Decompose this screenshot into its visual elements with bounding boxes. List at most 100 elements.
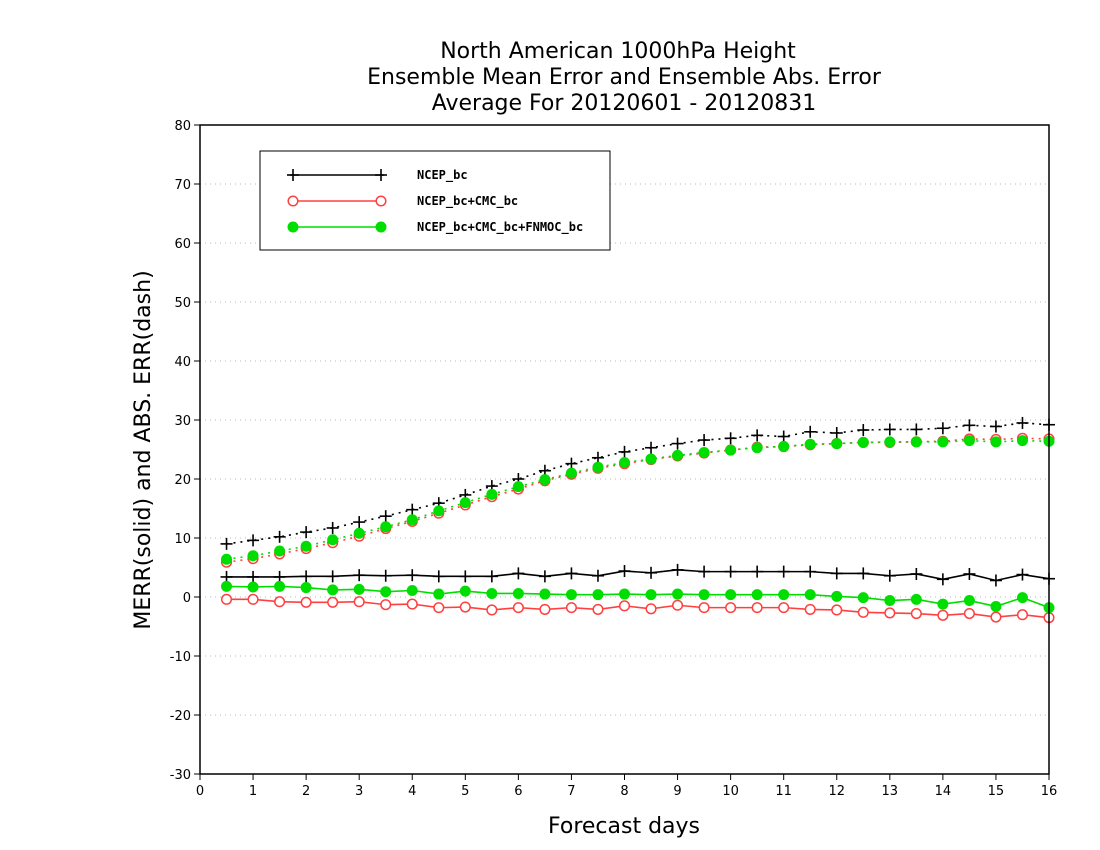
data-point-merr [645, 566, 658, 579]
data-point-merr [459, 601, 471, 613]
x-tick-label: 7 [567, 784, 575, 799]
data-point-abs-err [910, 436, 922, 448]
data-point-merr [804, 603, 816, 615]
data-point-abs-err [380, 521, 392, 533]
series-line-abs-err [226, 439, 1050, 561]
chart-title-line-1: North American 1000hPa Height [440, 39, 796, 64]
data-point-merr [618, 600, 631, 612]
data-point-merr [459, 570, 472, 583]
y-tick-label: -20 [170, 709, 191, 724]
data-point-merr [831, 590, 843, 602]
chart-title-line-2: Ensemble Mean Error and Ensemble Abs. Er… [367, 65, 882, 90]
series-layer [220, 416, 1055, 624]
data-point-abs-err [671, 437, 684, 450]
data-point-abs-err [777, 430, 790, 443]
data-point-merr [565, 589, 577, 601]
data-point-merr [672, 588, 684, 600]
data-point-merr [353, 569, 366, 582]
x-tick-label: 2 [302, 784, 310, 799]
data-point-merr [937, 598, 949, 610]
data-point-merr [963, 607, 975, 620]
legend-marker [287, 221, 299, 233]
y-axis-label: MERR(solid) and ABS. ERR(dash) [131, 270, 156, 629]
data-point-merr [432, 570, 445, 583]
data-point-abs-err [353, 527, 365, 539]
x-tick-label: 13 [882, 784, 899, 799]
data-point-merr [777, 565, 790, 578]
data-point-merr [512, 587, 524, 599]
data-point-merr [459, 585, 471, 597]
data-point-abs-err [804, 438, 816, 450]
data-point-abs-err [300, 526, 313, 539]
data-point-merr [937, 609, 949, 621]
data-point-abs-err [778, 441, 790, 453]
data-point-abs-err [857, 436, 869, 448]
data-point-merr [380, 586, 392, 598]
data-point-merr [804, 565, 817, 578]
data-point-merr [724, 565, 737, 578]
data-point-merr [1016, 592, 1028, 604]
data-point-abs-err [327, 534, 339, 546]
data-point-abs-err [645, 441, 658, 454]
data-point-abs-err [592, 461, 604, 473]
data-point-merr [698, 602, 710, 614]
data-point-merr [857, 592, 869, 604]
data-point-merr [645, 589, 657, 601]
data-point-merr [592, 589, 604, 601]
x-tick-label: 8 [620, 784, 628, 799]
data-point-abs-err [883, 423, 896, 436]
data-point-abs-err [565, 467, 577, 479]
legend-marker [287, 195, 299, 207]
x-tick-label: 9 [673, 784, 681, 799]
data-point-merr [672, 599, 684, 611]
data-point-merr [884, 607, 896, 619]
data-point-abs-err [989, 420, 1002, 433]
data-point-merr [221, 580, 233, 592]
data-point-merr [565, 602, 577, 614]
data-point-merr [539, 588, 551, 600]
data-point-merr [698, 565, 711, 578]
data-point-abs-err [857, 424, 870, 437]
data-point-merr [936, 573, 949, 586]
y-tick-label: 40 [174, 355, 191, 370]
data-point-merr [778, 602, 790, 614]
y-tick-label: 10 [174, 532, 191, 547]
y-tick-label: -10 [170, 650, 191, 665]
data-point-merr [247, 570, 260, 583]
data-point-merr [883, 569, 896, 582]
data-point-abs-err [751, 429, 764, 442]
data-point-merr [433, 602, 445, 614]
data-point-merr [327, 584, 339, 596]
data-point-merr [990, 600, 1002, 612]
series-line-abs-err [226, 422, 1050, 545]
data-point-merr [619, 588, 630, 600]
x-tick-label: 3 [355, 784, 363, 799]
legend-marker [375, 221, 387, 233]
data-point-merr [910, 593, 922, 605]
data-point-abs-err [486, 488, 498, 500]
data-point-abs-err [221, 553, 233, 565]
data-point-abs-err [459, 497, 471, 509]
legend-label: NCEP_bc+CMC_bc+FNMOC_bc [417, 220, 583, 235]
data-point-merr [379, 569, 392, 582]
data-point-abs-err [645, 453, 657, 465]
data-point-abs-err [884, 436, 896, 448]
data-point-merr [247, 593, 259, 605]
series-ncep-bc-cmc-bc-fnmoc-bc [221, 435, 1055, 614]
data-point-merr [778, 589, 790, 601]
data-point-abs-err [353, 516, 366, 529]
data-point-merr [618, 565, 631, 578]
series-ncep-bc [220, 416, 1055, 587]
data-point-abs-err [698, 446, 710, 458]
data-point-abs-err [512, 481, 524, 493]
data-point-abs-err [831, 438, 843, 450]
data-point-merr [486, 587, 498, 599]
legend-entry: NCEP_bc+CMC_bc [287, 194, 518, 209]
data-point-merr [592, 603, 604, 615]
data-point-abs-err [273, 530, 286, 543]
data-point-merr [1016, 568, 1029, 581]
data-point-abs-err [672, 449, 684, 461]
data-point-abs-err [406, 514, 418, 526]
x-tick-label: 0 [196, 784, 204, 799]
data-point-merr [353, 583, 365, 595]
